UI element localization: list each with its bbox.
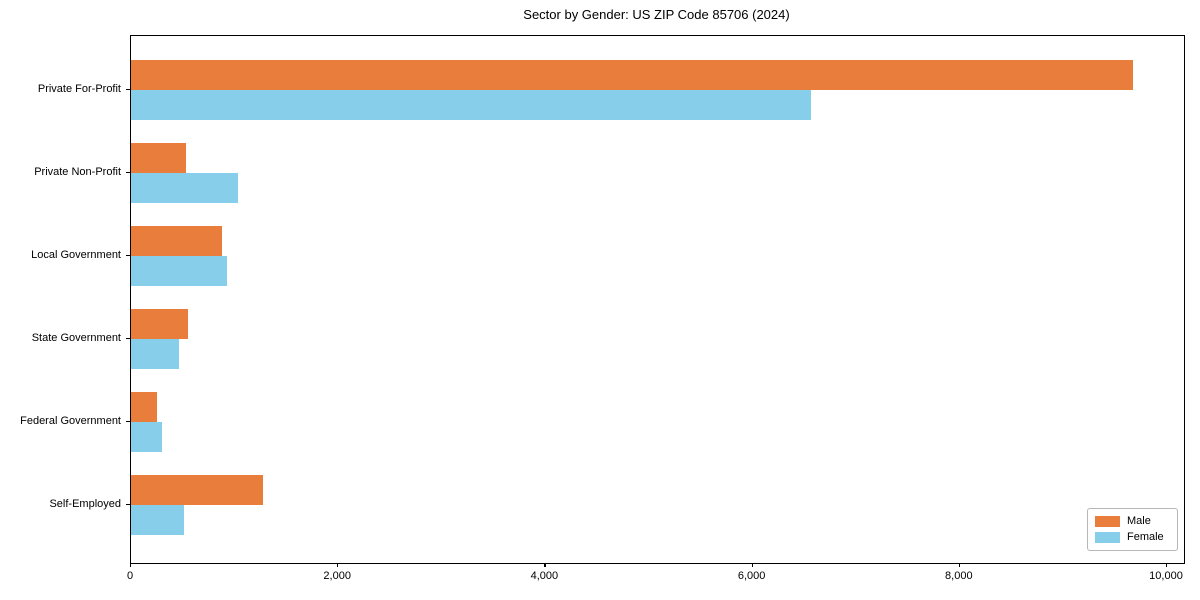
chart-title: Sector by Gender: US ZIP Code 85706 (202… (523, 7, 790, 22)
bar-female-self-employed (131, 505, 184, 535)
x-axis-tick (544, 563, 546, 567)
bar-male-private-non-profit (131, 143, 186, 173)
x-axis-tick (1166, 563, 1168, 567)
plot-area (130, 35, 1185, 564)
bar-female-local-government (131, 256, 227, 286)
y-axis-tick (126, 504, 130, 506)
legend-swatch-male (1095, 516, 1120, 528)
x-axis-tick-label: 2,000 (323, 570, 351, 582)
legend-label-female: Female (1127, 530, 1164, 543)
y-axis-tick (126, 421, 130, 423)
y-axis-tick (126, 172, 130, 174)
y-axis-tick (126, 255, 130, 257)
y-axis-tick (126, 89, 130, 91)
bar-male-self-employed (131, 475, 264, 505)
bar-female-private-non-profit (131, 173, 238, 203)
legend-item-male: Male (1095, 515, 1170, 528)
y-axis-label-federal-government: Federal Government (20, 415, 121, 427)
bar-male-federal-government (131, 392, 157, 422)
y-axis-label-state-government: State Government (31, 332, 121, 344)
legend-item-female: Female (1095, 531, 1170, 544)
bar-female-federal-government (131, 422, 163, 452)
y-axis-label-local-government: Local Government (31, 249, 121, 261)
x-axis-tick (751, 563, 753, 567)
bar-male-local-government (131, 226, 223, 256)
x-axis-tick-label: 8,000 (945, 570, 973, 582)
legend-label-male: Male (1127, 515, 1151, 528)
y-axis-label-self-employed: Self-Employed (49, 498, 121, 510)
x-axis-tick-label: 10,000 (1149, 570, 1183, 582)
bar-male-private-for-profit (131, 60, 1133, 90)
bar-male-state-government (131, 309, 188, 339)
legend-swatch-female (1095, 531, 1120, 543)
x-axis-tick (130, 563, 132, 567)
x-axis-tick-label: 4,000 (530, 570, 559, 582)
legend: Male Female (1087, 508, 1178, 551)
bar-female-private-for-profit (131, 90, 811, 120)
y-axis-label-private-for-profit: Private For-Profit (37, 83, 121, 95)
bar-female-state-government (131, 339, 180, 369)
y-axis-label-private-non-profit: Private Non-Profit (34, 166, 121, 178)
x-axis-tick (958, 563, 960, 567)
x-axis-tick-label: 6,000 (737, 570, 766, 582)
x-axis-tick (337, 563, 339, 567)
y-axis-tick (126, 338, 130, 340)
x-axis-tick-label: 0 (126, 570, 134, 582)
